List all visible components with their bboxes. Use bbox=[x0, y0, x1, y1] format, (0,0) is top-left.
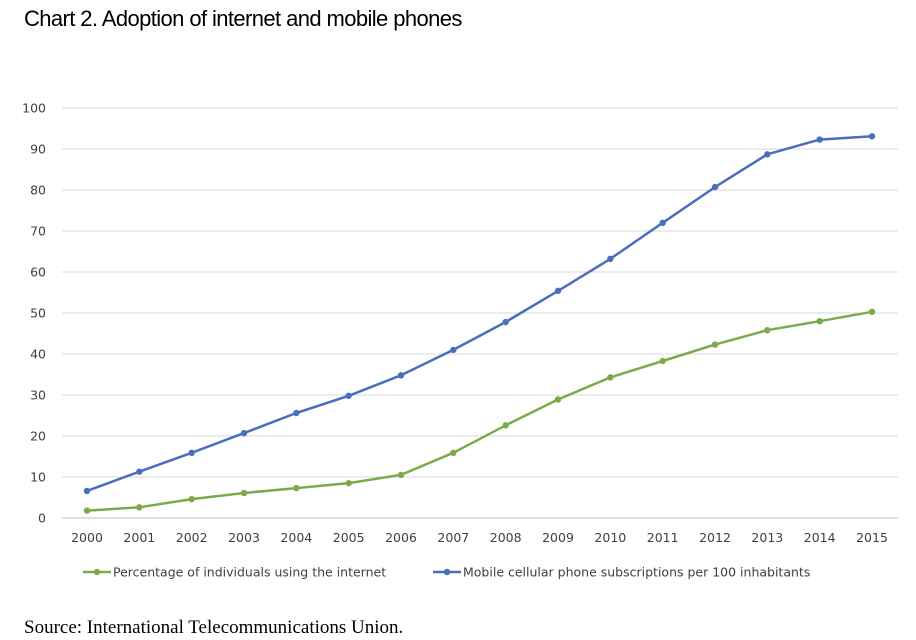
legend-marker bbox=[443, 568, 451, 576]
data-point bbox=[764, 151, 771, 158]
x-tick-label: 2001 bbox=[123, 530, 155, 545]
x-tick-label: 2014 bbox=[804, 530, 836, 545]
legend-item: Percentage of individuals using the inte… bbox=[83, 565, 386, 580]
x-tick-label: 2011 bbox=[647, 530, 679, 545]
y-tick-label: 80 bbox=[30, 183, 46, 198]
data-point bbox=[293, 409, 300, 417]
data-point bbox=[450, 449, 457, 457]
data-point bbox=[554, 396, 562, 403]
data-point bbox=[868, 133, 876, 140]
y-tick-label: 30 bbox=[30, 388, 46, 403]
data-point bbox=[607, 255, 614, 263]
data-point bbox=[659, 219, 666, 226]
legend-label: Mobile cellular phone subscriptions per … bbox=[463, 565, 810, 580]
data-point bbox=[83, 487, 91, 495]
x-tick-label: 2010 bbox=[594, 530, 626, 545]
legend-label: Percentage of individuals using the inte… bbox=[113, 565, 386, 580]
x-tick-label: 2013 bbox=[751, 530, 783, 545]
source-note: Source: International Telecommunications… bbox=[24, 617, 404, 638]
data-point bbox=[240, 489, 248, 497]
data-point bbox=[83, 507, 91, 514]
data-point bbox=[554, 287, 562, 295]
y-tick-label: 0 bbox=[38, 511, 46, 526]
data-point bbox=[868, 308, 876, 315]
x-tick-label: 2004 bbox=[280, 530, 312, 545]
data-point bbox=[607, 374, 614, 381]
legend: Percentage of individuals using the inte… bbox=[83, 565, 810, 580]
x-tick-label: 2000 bbox=[71, 530, 103, 545]
data-point bbox=[816, 136, 823, 143]
y-tick-label: 20 bbox=[30, 429, 46, 444]
data-point bbox=[764, 327, 771, 334]
x-tick-label: 2002 bbox=[176, 530, 208, 545]
y-tick-label: 50 bbox=[30, 306, 46, 321]
x-axis-tick-labels: 2000 2001 2002 2003 2004 2005 2006 2007 2008 2009… bbox=[71, 530, 888, 545]
data-point bbox=[136, 504, 143, 511]
x-tick-label: 2008 bbox=[490, 530, 522, 545]
y-tick-label: 90 bbox=[30, 142, 46, 157]
data-point bbox=[711, 183, 719, 191]
data-point bbox=[136, 468, 143, 475]
data-point bbox=[397, 372, 405, 379]
series-line bbox=[85, 135, 874, 493]
x-tick-label: 2006 bbox=[385, 530, 417, 545]
x-tick-label: 2012 bbox=[699, 530, 731, 545]
series-lines bbox=[83, 133, 876, 514]
data-point bbox=[711, 341, 719, 348]
data-point bbox=[188, 449, 195, 457]
data-point bbox=[293, 484, 300, 492]
data-point bbox=[816, 318, 823, 325]
y-tick-label: 100 bbox=[22, 101, 46, 116]
y-tick-label: 60 bbox=[30, 265, 46, 280]
gridlines bbox=[62, 107, 898, 519]
y-tick-label: 10 bbox=[30, 470, 46, 485]
y-axis-tick-labels: 0 10 20 30 40 50 60 70 80 90 100 bbox=[22, 101, 46, 526]
chart-title: Chart 2. Adoption of internet and mobile… bbox=[24, 6, 462, 31]
legend-item: Mobile cellular phone subscriptions per … bbox=[433, 565, 810, 580]
data-point bbox=[188, 495, 195, 503]
x-tick-label: 2007 bbox=[437, 530, 469, 545]
data-point bbox=[450, 346, 457, 354]
data-point bbox=[345, 479, 352, 487]
y-tick-label: 70 bbox=[30, 224, 46, 239]
series-1 bbox=[83, 308, 876, 514]
x-tick-label: 2009 bbox=[542, 530, 574, 545]
x-tick-label: 2003 bbox=[228, 530, 260, 545]
y-tick-label: 40 bbox=[30, 347, 46, 362]
data-point bbox=[659, 357, 666, 365]
x-tick-label: 2015 bbox=[856, 530, 888, 545]
series-line bbox=[85, 310, 874, 512]
x-tick-label: 2005 bbox=[333, 530, 365, 545]
legend-marker bbox=[93, 568, 101, 576]
data-point bbox=[502, 318, 509, 326]
series-2 bbox=[83, 133, 876, 495]
data-point bbox=[397, 471, 405, 479]
data-point bbox=[240, 429, 248, 437]
data-point bbox=[345, 392, 352, 400]
data-point bbox=[502, 422, 509, 429]
